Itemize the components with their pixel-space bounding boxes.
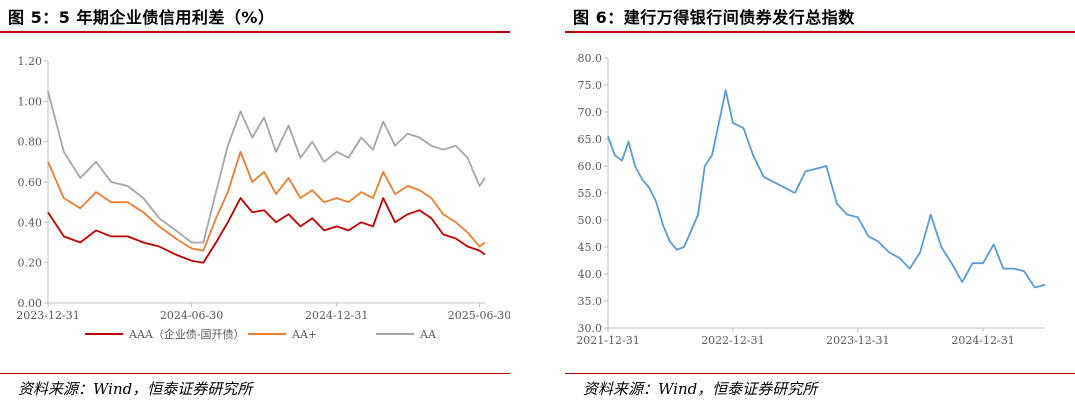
y-tick-label: 60.0 bbox=[578, 160, 603, 173]
series-line-2 bbox=[47, 150, 486, 252]
series-line-3 bbox=[47, 90, 486, 244]
series-line-1 bbox=[47, 197, 486, 264]
figure-5-bottom-rule bbox=[0, 373, 510, 374]
legend-label-2: AA+ bbox=[291, 328, 317, 341]
figure-5-title: 图 5：5 年期企业债信用利差（%） bbox=[8, 8, 275, 27]
y-tick-label: 1.20 bbox=[18, 55, 43, 68]
figure-6-title: 图 6：建行万得银行间债券发行总指数 bbox=[573, 8, 855, 27]
figure-5-source: 资料来源：Wind，恒泰证券研究所 bbox=[18, 380, 253, 398]
y-tick-label: 45.0 bbox=[578, 241, 603, 254]
x-tick-label: 2023-12-31 bbox=[826, 334, 889, 347]
y-tick-label: 1.00 bbox=[18, 95, 43, 108]
figure-5-top-rule bbox=[0, 31, 510, 33]
x-tick-label: 2024-12-31 bbox=[305, 309, 368, 322]
y-tick-label: 30.0 bbox=[578, 322, 603, 335]
y-tick-label: 0.00 bbox=[18, 297, 43, 310]
credit-spread-chart: 0.00 0.20 0.40 0.60 0.80 1.00 1.20 2023-12-31 20… bbox=[16, 55, 510, 341]
y-tick-label: 50.0 bbox=[578, 214, 603, 227]
figure-5-panel: 图 5：5 年期企业债信用利差（%） 0.00 0.20 0.40 0.60 0.80 1… bbox=[0, 0, 510, 405]
figure-6-top-rule bbox=[565, 31, 1075, 33]
figure-6-source: 资料来源：Wind，恒泰证券研究所 bbox=[583, 380, 818, 398]
x-tick-label: 2024-06-30 bbox=[160, 309, 223, 322]
y-tick-label: 0.80 bbox=[18, 136, 43, 149]
series-line-1 bbox=[607, 89, 1046, 289]
x-tick-label: 2024-12-31 bbox=[951, 334, 1014, 347]
y-tick-label: 75.0 bbox=[578, 79, 603, 92]
y-tick-label: 0.40 bbox=[18, 216, 43, 229]
figure-6-panel: 图 6：建行万得银行间债券发行总指数 30.0 35.0 40.0 45.0 50.0 5… bbox=[565, 0, 1075, 405]
figure-6-bottom-rule bbox=[565, 373, 1075, 374]
y-tick-label: 35.0 bbox=[578, 295, 603, 308]
y-tick-label: 0.60 bbox=[18, 176, 43, 189]
y-tick-label: 80.0 bbox=[578, 52, 603, 65]
y-tick-label: 70.0 bbox=[578, 106, 603, 119]
legend-label-1: AAA（企业债-国开债） bbox=[128, 327, 245, 341]
bond-issuance-index-chart: 30.0 35.0 40.0 45.0 50.0 55.0 60.0 65.0 70.0 75.0… bbox=[576, 52, 1046, 347]
x-tick-label: 2021-12-31 bbox=[576, 334, 639, 347]
x-tick-label: 2023-12-31 bbox=[16, 309, 79, 322]
x-tick-label: 2025-06-30 bbox=[448, 309, 510, 322]
y-tick-label: 40.0 bbox=[578, 268, 603, 281]
y-tick-label: 0.20 bbox=[18, 257, 43, 270]
y-tick-label: 55.0 bbox=[578, 187, 603, 200]
y-tick-label: 65.0 bbox=[578, 133, 603, 146]
x-tick-label: 2022-12-31 bbox=[701, 334, 764, 347]
legend-label-3: AA bbox=[419, 328, 437, 341]
